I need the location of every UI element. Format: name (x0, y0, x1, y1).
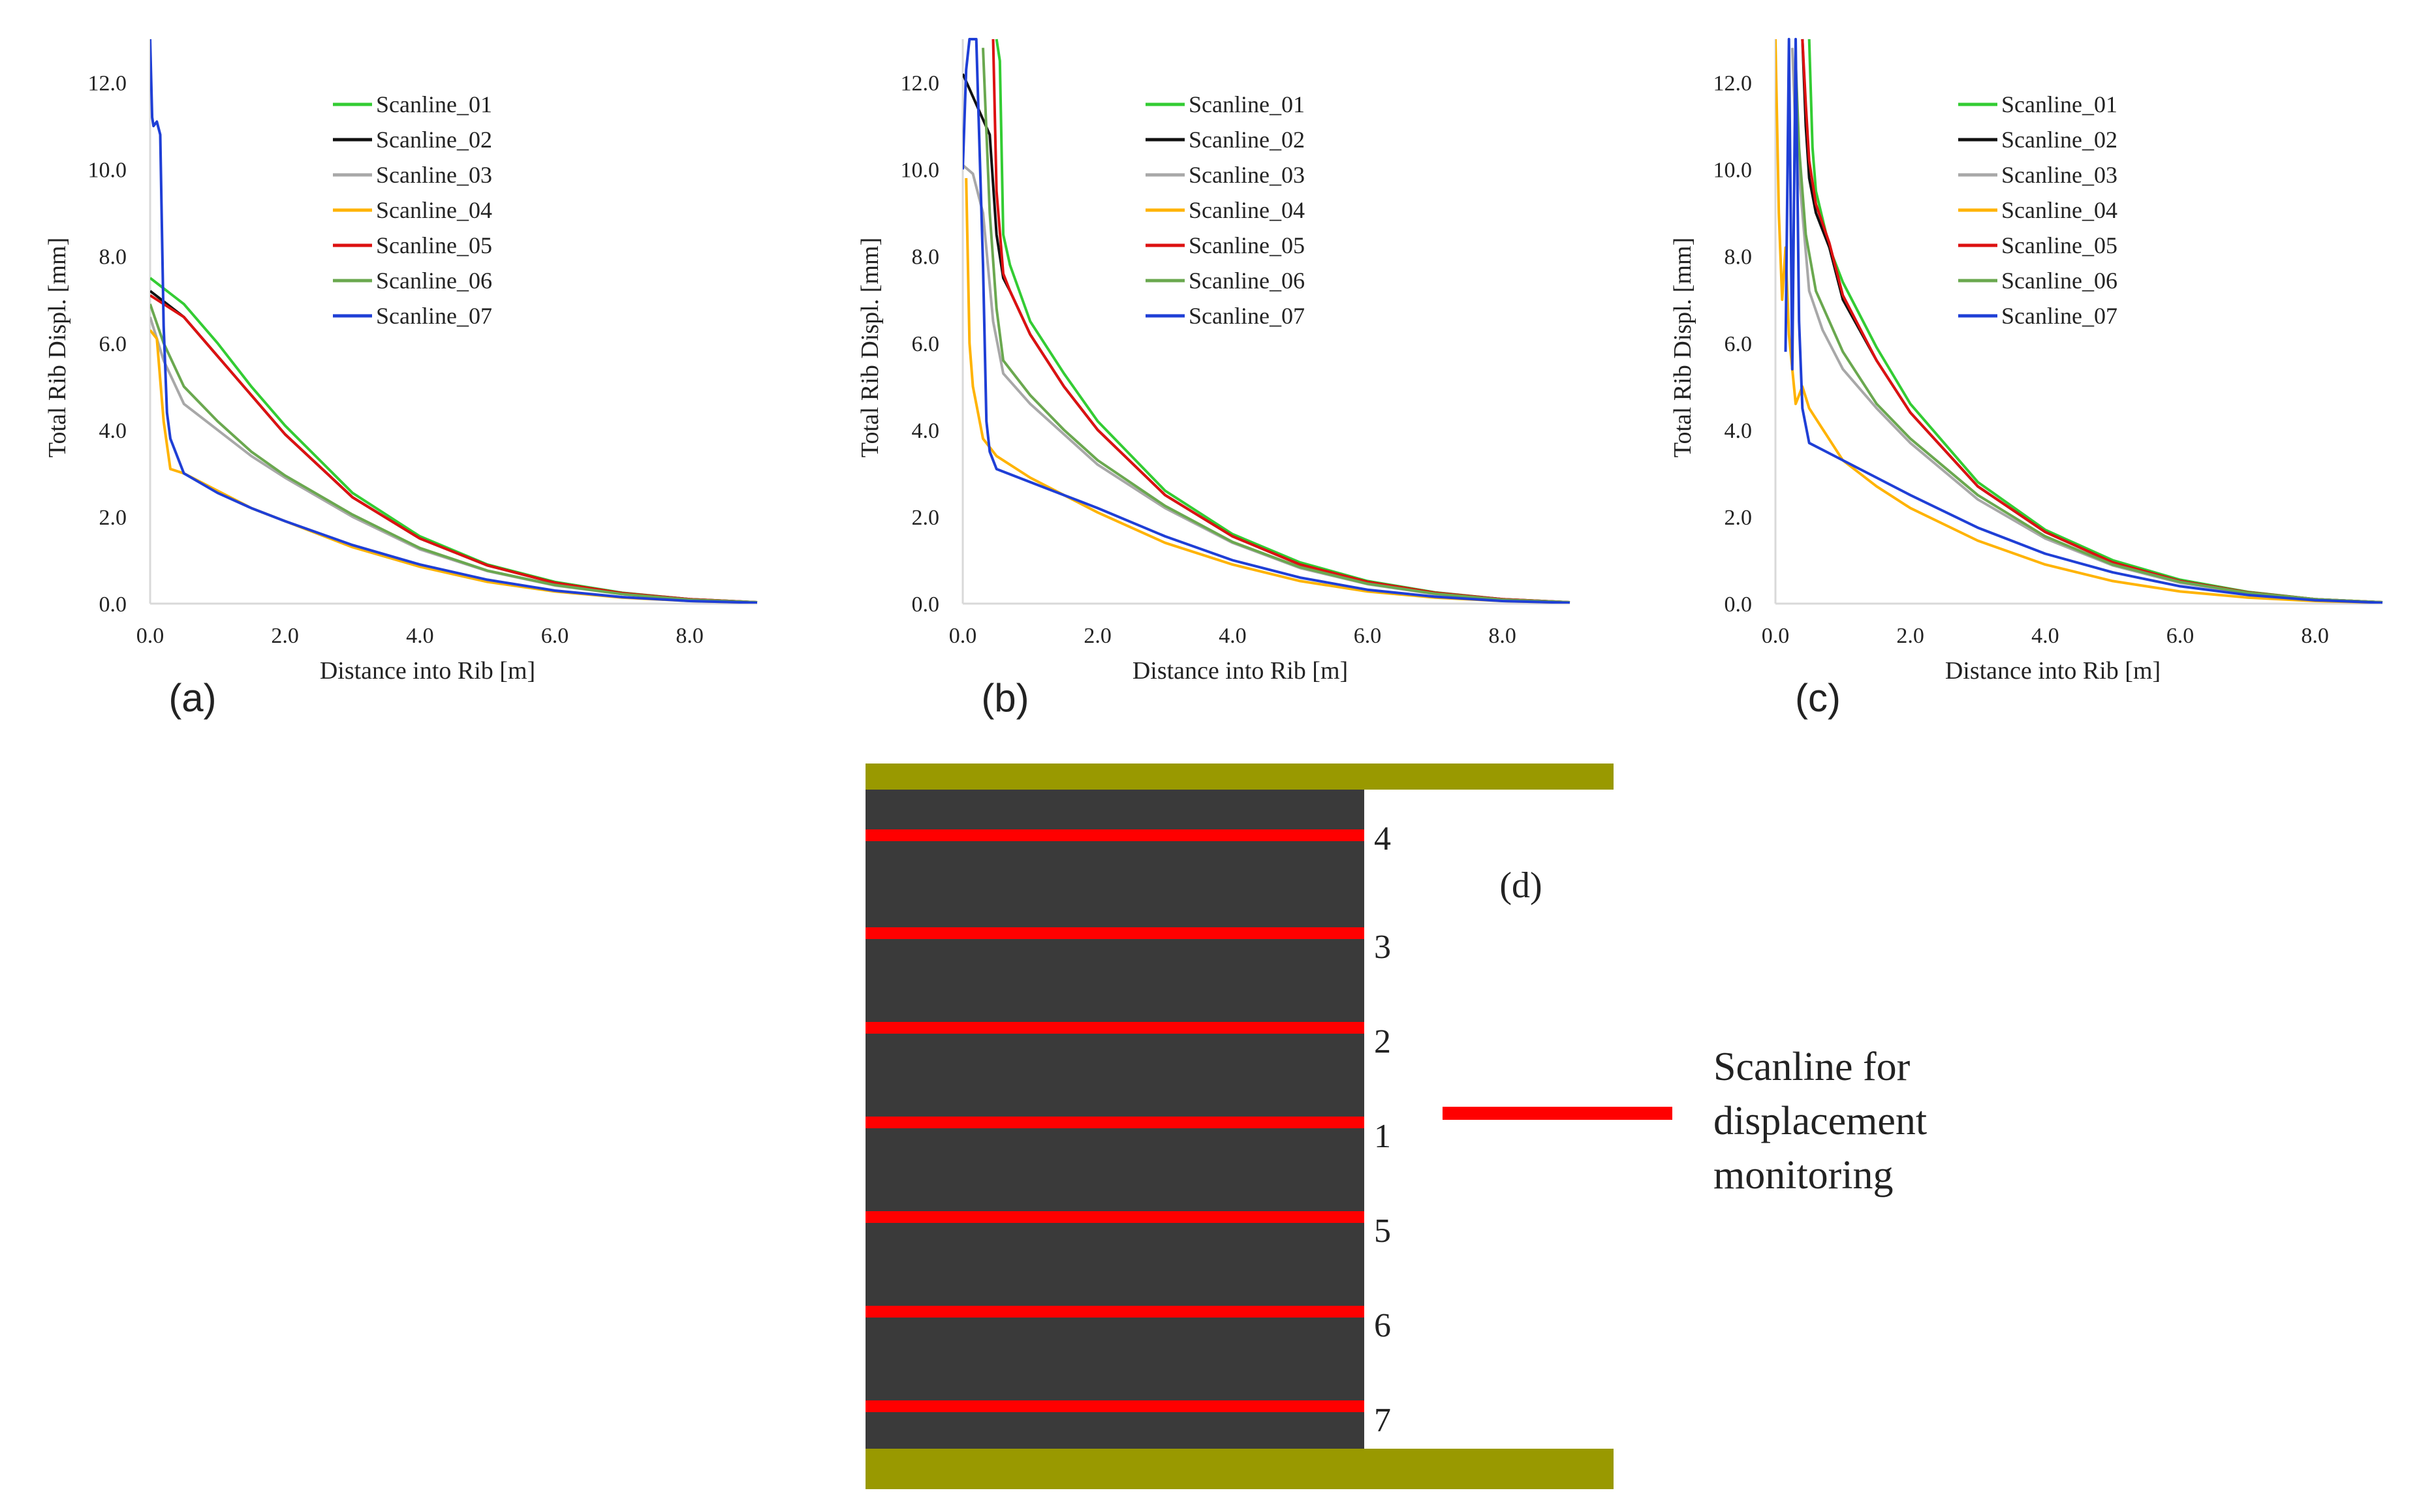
series-line-scanline_04 (150, 329, 758, 604)
diagram-panel-label: (d) (1499, 865, 1542, 906)
y-tick-label: 10.0 (901, 159, 940, 183)
y-tick-label: 4.0 (1725, 419, 1753, 443)
legend-label: Scanline_06 (376, 268, 492, 294)
chart-b: 0.0 2.0 4.0 6.0 8.0 10.0 12.0 0.0 2.0 4.0 6.0 8.0 Di… (856, 38, 1570, 720)
x-tick-label: 0.0 (136, 624, 164, 648)
y-tick-label: 0.0 (99, 593, 127, 617)
legend-label: Scanline_04 (376, 197, 492, 223)
legend-label: Scanline_06 (1189, 268, 1305, 294)
y-tick-label: 6.0 (912, 332, 940, 356)
series-line-scanline_02 (963, 73, 1570, 604)
y-tick-label: 2.0 (99, 506, 127, 530)
y-tick-label: 6.0 (99, 332, 127, 356)
series-line-scanline_07 (150, 39, 758, 604)
x-tick-label: 8.0 (2301, 624, 2329, 648)
legend-label: Scanline_04 (1189, 197, 1305, 223)
x-tick-label: 8.0 (676, 624, 704, 648)
y-tick-label: 2.0 (1725, 506, 1753, 530)
scanline-bars (866, 829, 1364, 1412)
scanline-number-2: 2 (1374, 1023, 1391, 1060)
x-tick-label: 6.0 (1354, 624, 1382, 648)
legend-label: Scanline_01 (1189, 91, 1305, 117)
x-tick-label: 2.0 (1896, 624, 1924, 648)
scanline-number-4: 4 (1374, 820, 1391, 857)
x-axis-label: Distance into Rib [m] (1132, 657, 1348, 685)
x-tick-label: 4.0 (2031, 624, 2059, 648)
y-tick-label: 6.0 (1725, 332, 1753, 356)
legend-label: Scanline_02 (2001, 127, 2117, 153)
y-axis-label: Total Rib Displ. [mm] (856, 238, 884, 457)
legend-label: Scanline_03 (2001, 162, 2117, 188)
x-axis-label: Distance into Rib [m] (320, 657, 535, 685)
legend-line-1: Scanline for (1713, 1045, 1911, 1089)
series-line-scanline_06 (982, 48, 1570, 604)
y-tick-label: 12.0 (88, 72, 127, 96)
chart-c: 0.0 2.0 4.0 6.0 8.0 10.0 12.0 0.0 2.0 4.0 6.0 8.0 Di… (1669, 38, 2383, 720)
legend-line-2: displacement (1713, 1099, 1927, 1143)
x-tick-label: 2.0 (271, 624, 299, 648)
y-tick-label: 12.0 (901, 72, 940, 96)
y-tick-label: 8.0 (1725, 245, 1753, 270)
scanline-number-3: 3 (1374, 929, 1391, 966)
x-tick-label: 4.0 (406, 624, 434, 648)
x-tick-label: 8.0 (1488, 624, 1516, 648)
y-tick-label: 8.0 (99, 245, 127, 270)
y-tick-label: 10.0 (1713, 159, 1753, 183)
legend-label: Scanline_01 (2001, 91, 2117, 117)
legend-label: Scanline_02 (1189, 127, 1305, 153)
legend-label: Scanline_02 (376, 127, 492, 153)
series-line-scanline_04 (1775, 39, 2383, 604)
legend-label: Scanline_04 (2001, 197, 2117, 223)
legend-label: Scanline_05 (2001, 232, 2117, 258)
y-tick-label: 4.0 (912, 419, 940, 443)
series-line-scanline_03 (963, 164, 1570, 604)
y-tick-label: 12.0 (1713, 72, 1753, 96)
panel-label: (a) (168, 676, 216, 720)
x-tick-label: 6.0 (2166, 624, 2194, 648)
y-tick-label: 2.0 (912, 506, 940, 530)
floor-beam (866, 1449, 1614, 1489)
series-line-scanline_06 (150, 303, 758, 604)
legend-label: Scanline_07 (376, 303, 492, 329)
panel-label: (c) (1795, 676, 1841, 720)
scanline-number-6: 6 (1374, 1307, 1391, 1344)
y-tick-label: 0.0 (1725, 593, 1753, 617)
legend-label: Scanline_05 (376, 232, 492, 258)
x-axis-label: Distance into Rib [m] (1945, 657, 2161, 685)
y-tick-label: 0.0 (912, 593, 940, 617)
y-tick-label: 8.0 (912, 245, 940, 270)
panel-label: (b) (981, 676, 1029, 720)
scanline-diagram: 4 3 2 1 5 6 7 (d) Scanline for displacement mo… (866, 764, 1927, 1489)
legend-label: Scanline_03 (1189, 162, 1305, 188)
series-line-scanline_06 (1794, 61, 2383, 604)
y-axis-label: Total Rib Displ. [mm] (1669, 238, 1696, 457)
y-tick-label: 4.0 (99, 419, 127, 443)
legend-label: Scanline_07 (1189, 303, 1305, 329)
x-tick-label: 4.0 (1219, 624, 1247, 648)
legend-label: Scanline_01 (376, 91, 492, 117)
legend-label: Scanline_07 (2001, 303, 2117, 329)
x-tick-label: 0.0 (1762, 624, 1790, 648)
x-tick-label: 6.0 (541, 624, 569, 648)
series-line-scanline_07 (963, 38, 1570, 604)
legend-label: Scanline_05 (1189, 232, 1305, 258)
scanline-number-7: 7 (1374, 1402, 1391, 1439)
scanline-number-1: 1 (1374, 1118, 1391, 1155)
legend-label: Scanline_06 (2001, 268, 2117, 294)
roof-beam (866, 764, 1614, 790)
y-axis-label: Total Rib Displ. [mm] (44, 238, 71, 457)
x-tick-label: 2.0 (1084, 624, 1112, 648)
scanline-number-5: 5 (1374, 1212, 1391, 1250)
y-tick-label: 10.0 (88, 159, 127, 183)
chart-a: 0.0 2.0 4.0 6.0 8.0 10.0 12.0 0.0 2.0 4.0 6.0 8.0 Di… (44, 39, 758, 720)
x-tick-label: 0.0 (949, 624, 977, 648)
legend-line-3: monitoring (1713, 1153, 1894, 1197)
series-line-scanline_07 (1784, 38, 2383, 604)
scanline-labels: 4 3 2 1 5 6 7 (1374, 820, 1391, 1439)
legend-label: Scanline_03 (376, 162, 492, 188)
